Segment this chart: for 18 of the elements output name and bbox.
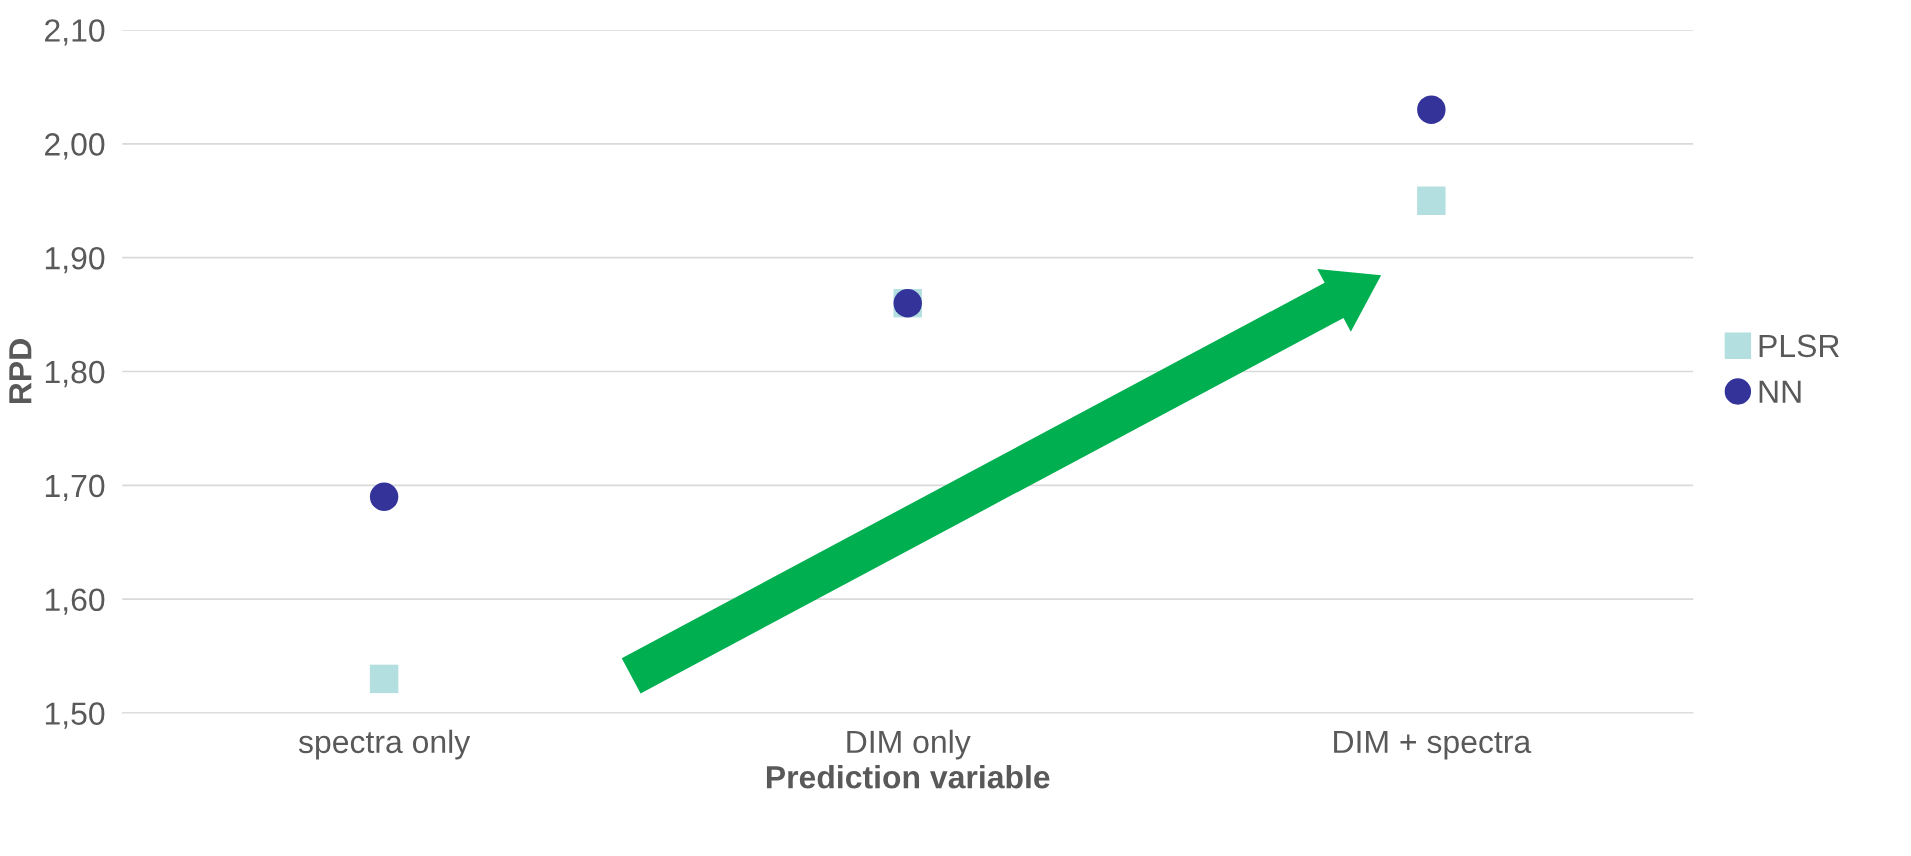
legend-label: NN: [1759, 380, 1801, 403]
point: [369, 482, 399, 511]
legend-label: PLSR: [1759, 334, 1839, 358]
point: [1417, 95, 1446, 124]
y-tick-label: 2,10: [45, 19, 105, 46]
x-tick-label: DIM + spectra: [1334, 730, 1532, 760]
point: [1417, 186, 1446, 215]
y-tick-label: 1,50: [45, 702, 105, 729]
y-tick-label: 1,70: [45, 474, 105, 502]
y-axis-title: RPD: [9, 339, 32, 404]
x-tick-label: DIM only: [847, 729, 971, 760]
y-tick-label: 1,90: [45, 246, 105, 274]
point: [369, 664, 399, 694]
y-tick-label: 1,60: [45, 588, 105, 615]
x-tick-label: spectra only: [298, 729, 471, 760]
x-axis-title: Prediction variable: [766, 765, 1050, 789]
y-tick-label: 1,80: [45, 360, 105, 388]
y-tick-label: 2,00: [45, 133, 105, 160]
